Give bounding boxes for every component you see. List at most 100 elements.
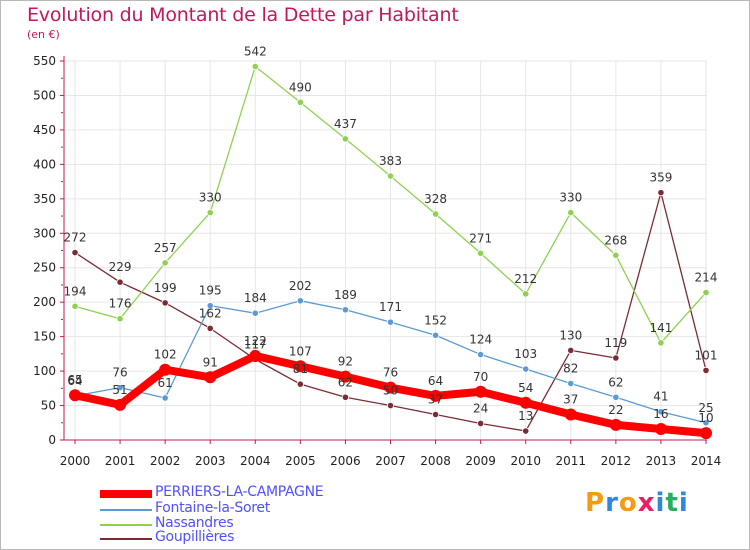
data-label: 189 [334,288,357,302]
data-label: 119 [604,336,627,350]
x-tick-label: 2008 [420,454,451,468]
data-point [386,172,395,180]
data-point [609,418,622,431]
data-point [161,299,169,307]
data-label: 212 [514,272,537,286]
data-label: 542 [244,45,267,59]
data-label: 328 [424,192,447,206]
legend-label: Nassandres [155,515,234,531]
y-tick-label: 250 [33,261,56,275]
data-point [522,365,530,373]
data-point [522,427,530,435]
data-label: 10 [698,411,713,425]
data-point [702,419,710,427]
data-point [431,410,440,419]
data-label: 37 [563,393,578,407]
data-point [296,380,304,388]
logo-letter: o [618,488,638,518]
data-point [341,393,350,401]
y-tick-labels: 0 50 100 150 200 250 300 350 400 450 500 550 [33,54,56,447]
data-point [431,210,440,218]
data-point [204,371,217,384]
data-label: 24 [473,401,488,415]
data-label: 330 [199,191,222,205]
data-label: 141 [649,321,672,335]
y-tick-label: 100 [33,364,56,378]
data-point [251,309,259,317]
data-point [116,278,124,286]
y-tick-label: 0 [48,433,56,447]
data-label: 202 [289,279,312,293]
y-tick-label: 50 [41,399,56,413]
data-label: 107 [289,344,312,358]
data-label: 54 [518,381,533,395]
data-label: 184 [244,291,267,305]
legend-label: Goupillières [155,529,235,545]
logo-letter: r [605,488,619,518]
data-label: 490 [289,80,312,94]
data-point [114,398,127,411]
y-tick-label: 450 [33,123,56,137]
data-label: 122 [244,334,267,348]
data-label: 81 [293,362,308,376]
logo-letter: P [585,488,606,518]
data-point [657,339,665,347]
data-label: 102 [154,348,177,362]
data-point [384,381,397,394]
legend-swatch [100,538,152,540]
data-label: 51 [112,383,127,397]
data-label: 101 [695,348,718,362]
data-point [296,297,304,305]
data-point [71,248,79,257]
data-point [71,302,79,310]
data-label: 130 [559,328,582,342]
x-tick-label: 2011 [556,454,587,468]
data-point [657,408,665,416]
data-point [567,379,575,388]
legend-swatch [100,490,152,498]
data-label: 152 [424,313,447,327]
legend-label: Fontaine-la-Soret [155,500,270,516]
data-point [700,427,712,440]
x-tick-label: 2009 [465,454,496,468]
chart-title: Evolution du Montant de la Dette par Hab… [27,4,459,26]
data-point [294,360,307,373]
x-tick-label: 2010 [510,454,541,468]
data-point [702,288,710,297]
data-point [161,259,169,267]
data-label: 50 [383,384,398,398]
data-label: 82 [563,361,578,375]
data-point [161,394,169,402]
logo-letter: i [655,488,666,518]
data-labels: 65 51 102 91 122 107 92 76 64 70 54 37 22 16 10 64 76 61 1… [64,45,718,426]
data-point [519,396,532,409]
data-label: 257 [154,241,177,255]
data-label: 383 [379,154,402,168]
x-tick-label: 2012 [601,454,632,468]
data-label: 70 [473,370,488,384]
y-tick-label: 300 [33,226,56,240]
y-tick-label: 350 [33,192,56,206]
data-point [612,354,620,362]
x-tick-label: 2014 [691,454,722,468]
data-label: 124 [469,333,492,347]
data-label: 229 [109,260,132,274]
data-point [564,408,577,421]
data-point [522,290,530,298]
data-point [116,384,124,392]
logo-letter: t [665,488,679,518]
data-point [159,363,172,376]
data-label: 22 [608,403,623,417]
data-point [612,251,620,259]
data-label: 359 [649,171,672,185]
legend-swatch [100,509,152,511]
data-point [206,324,214,332]
data-point [296,98,304,106]
data-point [249,349,262,362]
legend-swatch [100,524,152,526]
x-tick-label: 2013 [646,454,677,468]
data-point [206,302,214,310]
data-point [69,389,81,402]
data-label: 272 [64,231,87,245]
data-point [386,318,395,326]
